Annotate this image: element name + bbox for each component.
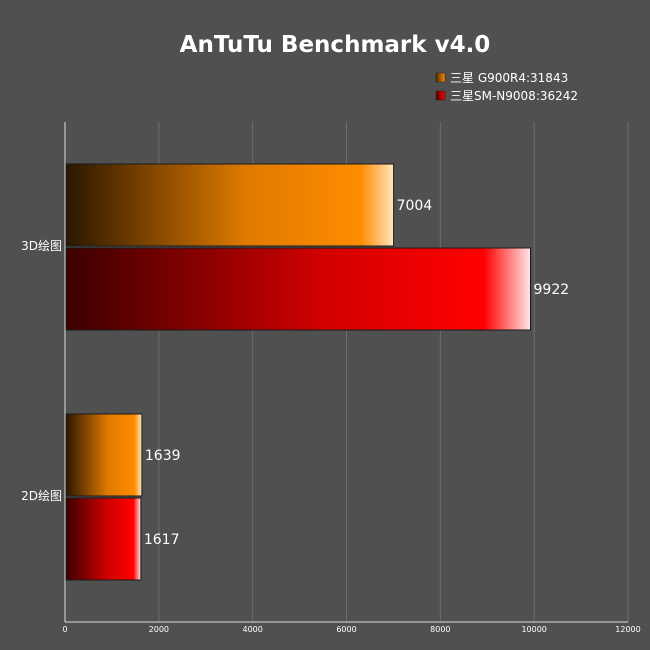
x-tick-label-8000: 8000 [430, 625, 450, 634]
bar-2d-g900r4 [65, 413, 143, 497]
bars: 7004 9922 1639 1617 [65, 163, 570, 581]
x-tick-label-4000: 4000 [242, 625, 262, 634]
data-label-2d-sm-n9008: 1617 [144, 532, 180, 548]
category-label-3d: 3D绘图 [21, 238, 62, 253]
x-tick-label-6000: 6000 [336, 625, 356, 634]
x-tick-label-2000: 2000 [149, 625, 169, 634]
legend-label-sm-n9008: 三星SM-N9008:36242 [450, 89, 578, 103]
x-tick-label-12000: 12000 [615, 625, 640, 634]
legend: 三星 G900R4:31843 三星SM-N9008:36242 [435, 71, 578, 103]
data-label-3d-sm-n9008: 9922 [534, 282, 570, 298]
x-tick-label-10000: 10000 [521, 625, 546, 634]
bar-3d-g900r4 [65, 163, 395, 247]
x-tick-label-0: 0 [62, 625, 67, 634]
data-label-2d-g900r4: 1639 [145, 448, 181, 464]
legend-swatch-g900r4 [435, 72, 446, 83]
bar-3d-sm-n9008 [65, 247, 532, 331]
bar-2d-sm-n9008 [65, 497, 142, 581]
legend-label-g900r4: 三星 G900R4:31843 [450, 71, 568, 85]
data-label-3d-g900r4: 7004 [397, 198, 433, 214]
chart-title: AnTuTu Benchmark v4.0 [180, 32, 491, 58]
axes: 0 2000 4000 6000 8000 10000 12000 3D绘图 2D绘图 [21, 122, 641, 634]
category-label-2d: 2D绘图 [21, 488, 62, 503]
legend-swatch-sm-n9008 [435, 90, 446, 101]
